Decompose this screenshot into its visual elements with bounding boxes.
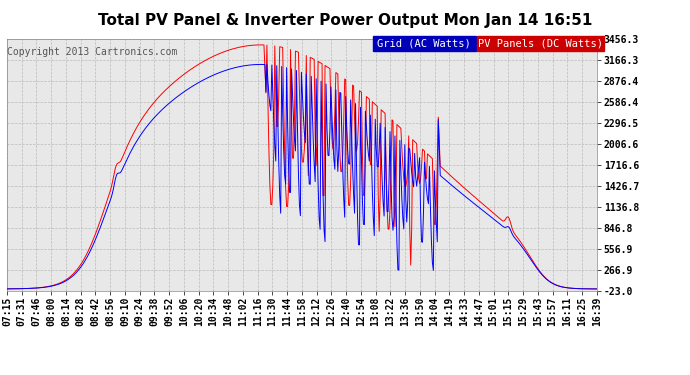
FancyBboxPatch shape [477, 36, 604, 51]
Text: Copyright 2013 Cartronics.com: Copyright 2013 Cartronics.com [8, 47, 178, 57]
Text: Grid (AC Watts): Grid (AC Watts) [377, 38, 471, 48]
Text: Total PV Panel & Inverter Power Output Mon Jan 14 16:51: Total PV Panel & Inverter Power Output M… [98, 13, 592, 28]
FancyBboxPatch shape [373, 36, 476, 51]
Text: PV Panels (DC Watts): PV Panels (DC Watts) [478, 38, 603, 48]
